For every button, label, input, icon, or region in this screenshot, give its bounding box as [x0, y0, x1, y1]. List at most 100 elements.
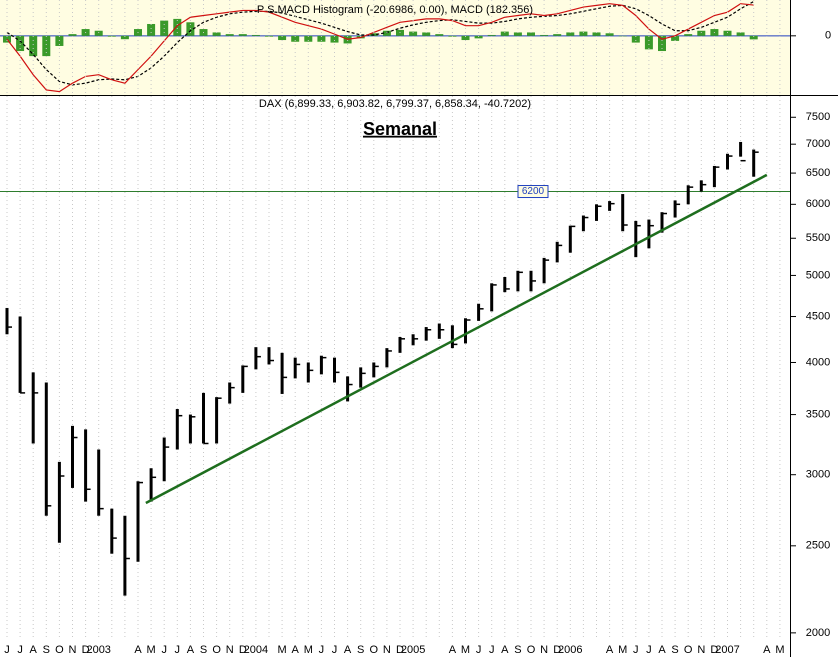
right-axis [790, 0, 838, 657]
x-tick-label: J [476, 644, 482, 656]
x-tick-label: N [540, 644, 548, 656]
histogram-bar [527, 32, 535, 36]
macd-title: P S MACD Histogram (-20.6986, 0.00), MAC… [257, 4, 533, 16]
histogram-bar [120, 35, 129, 40]
x-tick-label: A [134, 644, 142, 656]
trendline [145, 173, 768, 505]
histogram-bar [500, 31, 509, 36]
y-tick-label: 5500 [806, 232, 830, 244]
x-tick-label: O [527, 644, 536, 656]
histogram-bar [186, 22, 195, 36]
x-tick-label: J [489, 644, 495, 656]
x-tick-label: A [763, 644, 771, 656]
x-tick-label: N [383, 644, 391, 656]
y-tick-label: 6000 [806, 198, 830, 210]
x-tick-label: 2005 [401, 644, 425, 656]
y-tick-label: 3500 [806, 408, 830, 420]
histogram-bar [291, 35, 300, 42]
x-tick-label: A [187, 644, 195, 656]
y-tick-label: 0 [825, 30, 831, 42]
histogram-bar [225, 34, 234, 36]
histogram-bar [474, 35, 483, 39]
histogram-bar [736, 32, 745, 36]
histogram-bar [278, 35, 287, 41]
x-tick-label: S [200, 644, 207, 656]
histogram-bar [422, 32, 431, 36]
y-tick-label: 7000 [806, 138, 830, 150]
x-tick-label: J [17, 644, 23, 656]
histogram-bar [579, 31, 588, 36]
histogram-bar [42, 35, 51, 57]
x-tick-label: D [82, 644, 90, 656]
x-tick-label: D [239, 644, 247, 656]
histogram-bar [68, 34, 77, 36]
x-tick-label: S [514, 644, 521, 656]
histogram-bar [540, 34, 549, 36]
histogram-bar [304, 35, 313, 42]
x-tick-label: N [226, 644, 234, 656]
histogram-bar [382, 30, 391, 36]
histogram-bar [749, 35, 758, 40]
histogram-bar [238, 34, 247, 36]
histogram-bar [317, 35, 326, 42]
x-tick-label: A [606, 644, 614, 656]
x-tick-label: D [553, 644, 561, 656]
x-tick-label: N [697, 644, 705, 656]
histogram-bar [566, 32, 575, 36]
y-tick-label: 4500 [806, 310, 830, 322]
histogram-bar [94, 30, 103, 36]
x-tick-label: J [646, 644, 652, 656]
reference-label-box [517, 185, 549, 199]
x-tick-label: D [396, 644, 404, 656]
x-tick-label: O [212, 644, 221, 656]
histogram-bar [487, 34, 496, 36]
x-tick-label: M [147, 644, 156, 656]
histogram-bar [330, 35, 339, 43]
x-tick-label: A [658, 644, 666, 656]
x-tick-label: O [684, 644, 693, 656]
x-tick-label: M [461, 644, 470, 656]
x-tick-label: N [69, 644, 77, 656]
y-tick-label: 6500 [806, 167, 830, 179]
x-tick-label: M [304, 644, 313, 656]
y-tick-label: 3000 [806, 469, 830, 481]
histogram-bar [671, 35, 680, 41]
x-tick-label: 2007 [715, 644, 739, 656]
x-tick-label: A [30, 644, 38, 656]
histogram-bar [644, 35, 653, 50]
x-tick-label: J [175, 644, 181, 656]
x-tick-label: A [292, 644, 300, 656]
histogram-bar [553, 34, 562, 36]
x-tick-label: 2003 [86, 644, 110, 656]
x-tick-label: D [710, 644, 718, 656]
x-tick-label: A [501, 644, 509, 656]
histogram-bar [697, 30, 706, 36]
histogram-bar [16, 35, 25, 52]
x-tick-label: A [344, 644, 352, 656]
x-tick-label: S [671, 644, 678, 656]
histogram-bar [29, 35, 38, 57]
y-tick-label: 4000 [806, 356, 830, 368]
histogram-bar [147, 23, 156, 36]
reference-label: 6200 [522, 186, 545, 197]
histogram-bar [592, 32, 601, 36]
signal-line [6, 0, 754, 86]
price-title: Semanal [363, 119, 437, 139]
histogram-bar [3, 35, 11, 43]
histogram-bar [212, 32, 221, 36]
x-tick-label: J [4, 644, 10, 656]
histogram-bar [658, 35, 666, 52]
x-tick-label: M [618, 644, 627, 656]
x-tick-label: S [43, 644, 50, 656]
x-tick-label: J [633, 644, 639, 656]
x-tick-label: O [370, 644, 379, 656]
x-tick-label: A [449, 644, 457, 656]
macd-line [6, 3, 754, 93]
histogram-bar [251, 34, 260, 36]
x-tick-label: S [357, 644, 364, 656]
histogram-bar [631, 35, 640, 43]
x-tick-label: M [278, 644, 287, 656]
y-tick-label: 2500 [806, 540, 830, 552]
histogram-bar [723, 30, 732, 36]
